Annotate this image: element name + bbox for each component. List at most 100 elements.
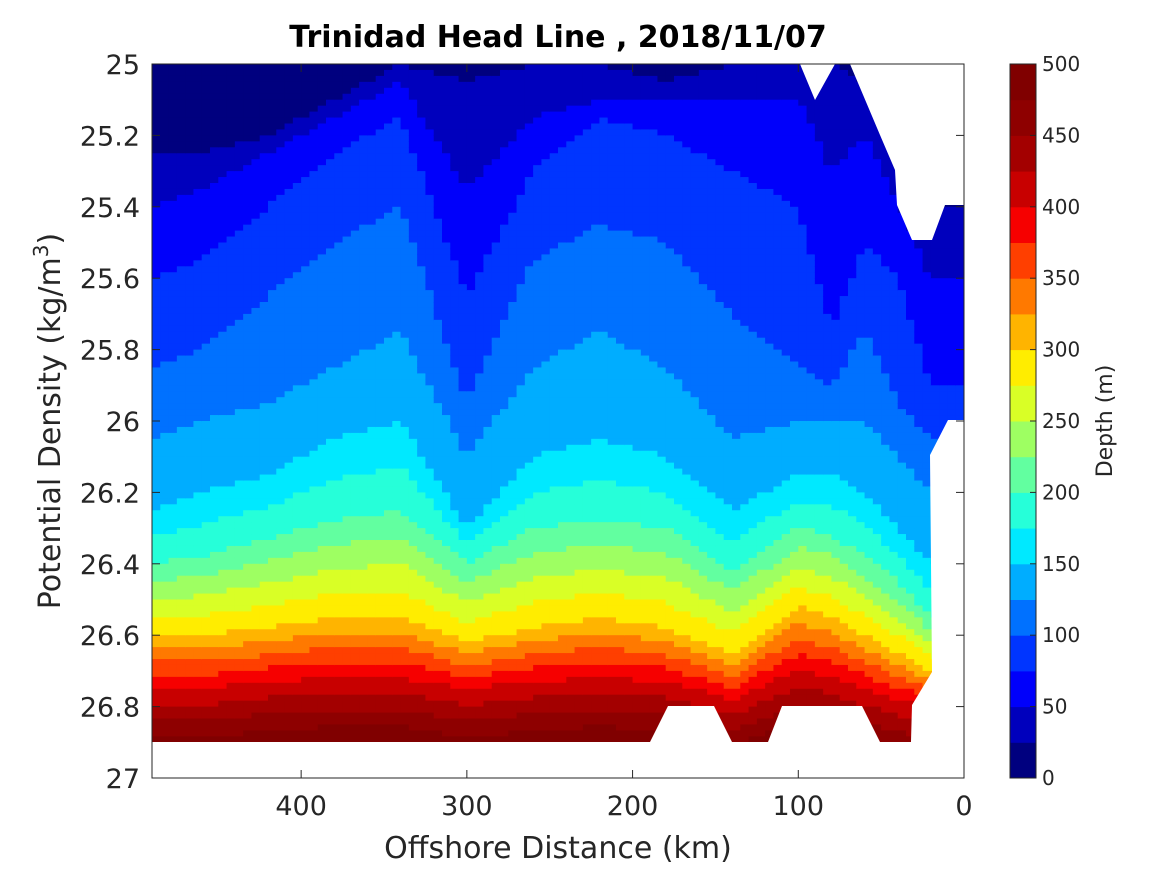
contour-cell xyxy=(483,545,493,553)
contour-cell xyxy=(176,462,186,470)
contour-cell xyxy=(276,545,286,553)
contour-cell xyxy=(326,575,335,583)
contour-cell xyxy=(384,504,393,511)
contour-cell xyxy=(334,492,344,499)
contour-cell xyxy=(475,397,485,404)
contour-cell xyxy=(483,468,493,476)
contour-cell xyxy=(234,450,244,458)
contour-cell xyxy=(400,373,410,380)
contour-cell xyxy=(268,629,277,636)
contour-cell xyxy=(466,355,476,363)
contour-cell xyxy=(210,319,219,327)
contour-cell xyxy=(466,260,476,267)
contour-cell xyxy=(284,581,294,589)
contour-cell xyxy=(375,569,385,577)
contour-cell xyxy=(392,694,402,702)
contour-cell xyxy=(392,510,402,517)
contour-cell xyxy=(218,165,228,172)
contour-cell xyxy=(185,87,195,95)
contour-cell xyxy=(259,718,269,726)
contour-cell xyxy=(483,456,493,464)
contour-cell xyxy=(185,415,195,422)
contour-cell xyxy=(326,480,335,488)
contour-cell xyxy=(425,605,435,612)
contour-cell xyxy=(284,730,294,737)
contour-cell xyxy=(458,403,468,410)
contour-cell xyxy=(450,194,460,202)
contour-cell xyxy=(301,587,311,595)
contour-cell xyxy=(301,462,311,470)
contour-cell xyxy=(350,712,360,720)
contour-cell xyxy=(392,224,402,232)
contour-cell xyxy=(458,617,468,624)
contour-cell xyxy=(433,706,443,714)
contour-cell xyxy=(284,700,294,708)
contour-cell xyxy=(168,355,178,363)
contour-cell xyxy=(309,694,319,702)
contour-cell xyxy=(442,147,451,154)
contour-cell xyxy=(408,528,418,535)
contour-cell xyxy=(268,99,277,107)
contour-cell xyxy=(160,111,170,119)
contour-cell xyxy=(251,551,261,559)
contour-cell xyxy=(292,188,302,196)
contour-cell xyxy=(259,385,269,392)
contour-cell xyxy=(425,248,435,255)
contour-cell xyxy=(375,462,385,470)
contour-cell xyxy=(201,659,211,666)
contour-cell xyxy=(284,694,294,702)
contour-cell xyxy=(392,409,402,416)
contour-cell xyxy=(292,409,302,416)
contour-cell xyxy=(342,266,352,273)
contour-cell xyxy=(433,617,443,624)
contour-cell xyxy=(243,635,253,642)
contour-cell xyxy=(301,319,311,327)
contour-cell xyxy=(226,700,236,708)
contour-cell xyxy=(218,331,228,339)
contour-cell xyxy=(491,492,501,499)
contour-cell xyxy=(234,438,244,446)
contour-cell xyxy=(168,165,178,172)
contour-cell xyxy=(226,302,236,309)
contour-cell xyxy=(218,504,228,511)
contour-cell xyxy=(458,676,468,684)
contour-cell xyxy=(375,581,385,589)
contour-cell xyxy=(350,278,360,285)
contour-cell xyxy=(483,117,493,125)
contour-cell xyxy=(301,450,311,458)
contour-cell xyxy=(243,670,253,678)
contour-cell xyxy=(367,629,377,636)
contour-cell xyxy=(309,159,319,166)
contour-cell xyxy=(417,510,427,517)
contour-cell xyxy=(384,545,393,553)
contour-cell xyxy=(185,694,195,702)
contour-cell xyxy=(243,438,253,446)
contour-cell xyxy=(466,296,476,303)
contour-cell xyxy=(408,450,418,458)
contour-cell xyxy=(152,718,161,726)
contour-cell xyxy=(408,99,418,107)
contour-cell xyxy=(450,641,460,648)
contour-cell xyxy=(268,641,277,648)
contour-cell xyxy=(350,551,360,559)
contour-cell xyxy=(210,302,219,309)
contour-cell xyxy=(433,682,443,690)
contour-cell xyxy=(433,111,443,119)
contour-cell xyxy=(218,557,228,565)
contour-cell xyxy=(185,593,195,601)
contour-cell xyxy=(384,183,393,190)
contour-cell xyxy=(152,319,161,327)
contour-cell xyxy=(301,206,311,214)
contour-cell xyxy=(243,629,253,636)
contour-cell xyxy=(210,93,219,101)
contour-cell xyxy=(367,551,377,559)
contour-cell xyxy=(408,319,418,327)
contour-cell xyxy=(458,569,468,577)
contour-cell xyxy=(466,688,476,696)
contour-cell xyxy=(433,254,443,261)
contour-cell xyxy=(301,730,311,737)
contour-cell xyxy=(342,730,352,737)
contour-cell xyxy=(234,522,244,529)
contour-cell xyxy=(276,183,286,190)
contour-cell xyxy=(276,129,286,136)
